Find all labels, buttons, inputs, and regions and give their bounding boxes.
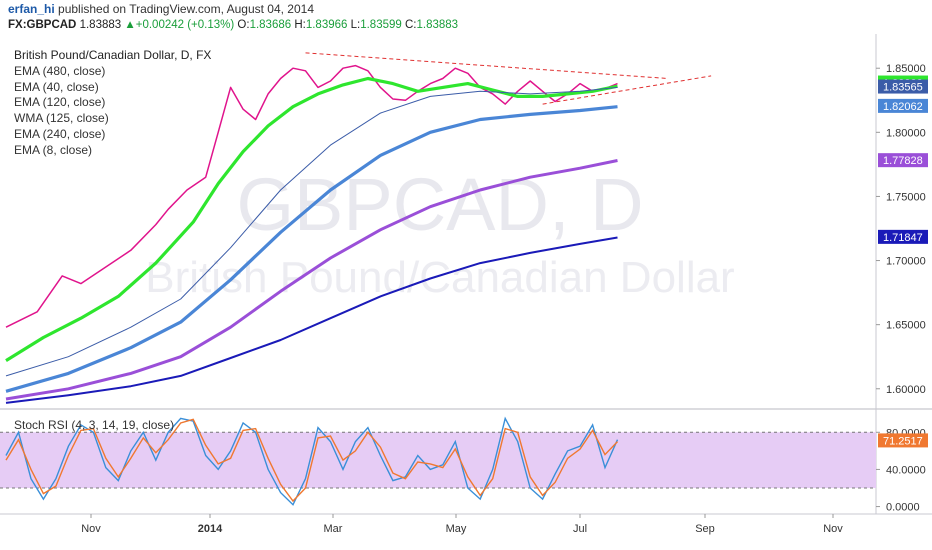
y-tick-label: 1.80000 [886,127,926,139]
up-arrow-icon: ▲ [124,19,136,31]
x-tick-label: 2014 [198,523,223,535]
rsi-tick-label: 0.0000 [886,502,920,514]
x-tick-label: Sep [695,523,715,535]
ma-line-1 [5,76,618,362]
price-marker-label: 1.77828 [883,155,923,167]
legend-item[interactable]: EMA (480, close) [14,63,106,78]
x-tick-label: Nov [81,523,101,535]
price-change: +0.00242 (+0.13%) [135,19,235,31]
stoch-rsi-legend[interactable]: Stoch RSI (4, 3, 14, 19, close) [14,418,175,432]
watermark-name: British Pound/Canadian Dollar [145,253,734,302]
legend-item[interactable]: EMA (120, close) [14,95,106,110]
high-value: 1.83966 [305,19,348,31]
stoch-k-line [5,416,619,506]
close-label: C: [405,19,417,31]
rsi-band [0,431,876,489]
series-lines [5,52,712,506]
x-tick-label: Jul [573,523,587,535]
y-tick-label: 1.70000 [886,256,926,268]
rsi-marker [878,433,928,448]
low-value: 1.83599 [360,19,402,31]
trendline-1 [542,75,712,105]
open-value: 1.83686 [249,19,292,31]
ma-line-3 [5,105,618,393]
rsi-marker-label: 71.2517 [883,435,923,447]
trendline-0 [305,52,668,79]
low-label: L: [350,19,361,31]
last-price: 1.83883 [79,19,122,31]
overbought-oversold-band [0,432,876,488]
axes: 1.85000 1.80000 1.75000 1.70000 1.65000 1.600… [81,63,928,535]
open-label: O: [237,19,250,31]
y-tick-label: 1.65000 [886,320,926,332]
chart-title: British Pound/Canadian Dollar, D, FX [14,48,212,62]
legend-item[interactable]: EMA (240, close) [14,126,106,141]
price-marker-label: 1.83565 [883,82,923,94]
ma-line-5 [5,236,618,404]
y-tick-label: 1.75000 [886,191,926,203]
header: erfan_hi published on TradingView.com, A… [0,0,932,34]
legend-item[interactable]: EMA (40, close) [14,79,99,94]
ma-line-4 [5,159,618,401]
legend-item[interactable]: EMA (8, close) [14,142,93,157]
y-tick-label: 1.85000 [886,63,926,75]
x-tick-label: Mar [324,523,343,535]
price-marker [878,229,928,244]
price-marker [878,153,928,168]
high-label: H: [294,19,306,31]
y-tick-label: 1.60000 [886,384,926,396]
rsi-tick-label: 40.0000 [886,464,926,476]
price-marker-label: 1.71847 [883,232,923,244]
price-marker [878,79,928,94]
symbol-label[interactable]: FX:GBPCAD [8,19,77,31]
published-text: published on TradingView.com, August 04,… [58,2,314,16]
indicator-legend: British Pound/Canadian Dollar, D, FX EMA… [14,48,211,159]
price-marker [878,98,928,113]
quote-line: FX:GBPCAD 1.83883 ▲+0.00242 (+0.13%) O:1… [8,19,458,31]
ma-line-0 [5,64,618,328]
publish-line: erfan_hi published on TradingView.com, A… [8,2,314,16]
ma-line-2 [5,86,618,377]
stoch-d-line [5,418,619,503]
x-tick-label: Nov [823,523,843,535]
author-link[interactable]: erfan_hi [8,2,55,16]
x-tick-label: May [446,523,467,535]
legend-item[interactable]: WMA (125, close) [14,111,109,126]
close-value: 1.83883 [416,19,459,31]
price-marker-label: 1.82062 [883,101,923,113]
